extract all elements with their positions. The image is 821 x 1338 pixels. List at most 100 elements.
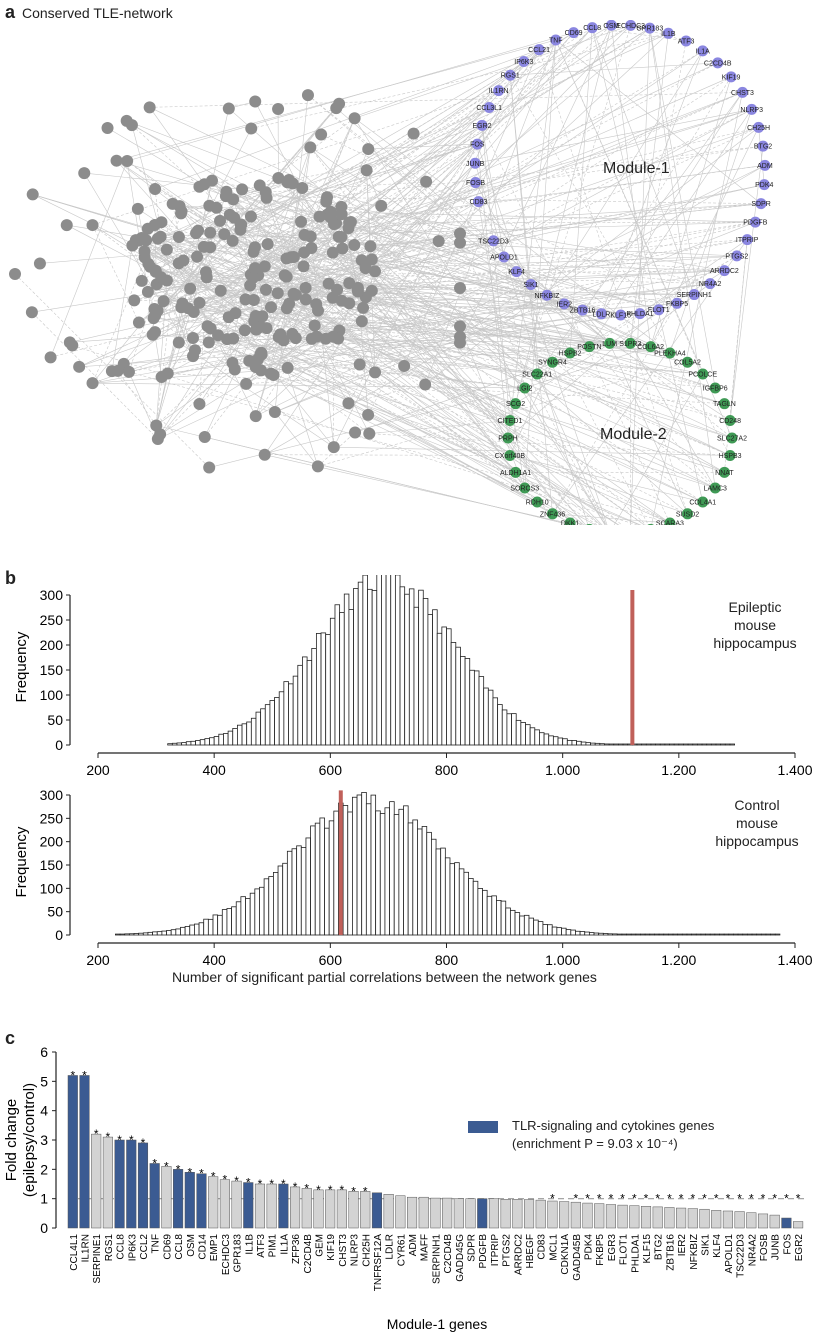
fold-change-bar xyxy=(383,1194,394,1229)
network-edge xyxy=(509,455,703,503)
network-node xyxy=(365,284,378,297)
histogram-bar xyxy=(460,656,466,746)
histogram-bar xyxy=(520,722,526,746)
network-edge xyxy=(126,160,162,378)
fold-change-bar xyxy=(371,1192,383,1229)
module-2-node xyxy=(718,466,730,478)
histogram-bar xyxy=(664,743,670,746)
network-node xyxy=(454,336,466,349)
histogram-bar xyxy=(156,931,163,936)
network-node xyxy=(212,329,225,342)
histogram-bar xyxy=(667,933,674,936)
histogram-bar xyxy=(458,868,465,936)
histogram-bar xyxy=(404,593,410,746)
significance-star: * xyxy=(94,1127,99,1141)
network-edge xyxy=(507,309,660,439)
fold-change-bar xyxy=(137,1142,149,1229)
category-label: PTGS2 xyxy=(502,1234,513,1267)
histogram-bar xyxy=(655,743,661,746)
x-axis-title: Module-1 genes xyxy=(387,1316,487,1332)
histogram-bar xyxy=(472,880,479,936)
network-node xyxy=(78,167,91,180)
network-node xyxy=(247,294,260,307)
network-edge xyxy=(253,277,688,363)
category-label: FKBP5 xyxy=(595,1234,606,1266)
significance-star: * xyxy=(784,1192,789,1206)
y-tick-label: 50 xyxy=(47,904,63,920)
histogram-bar xyxy=(692,743,698,746)
category-label: CHST3 xyxy=(338,1234,349,1267)
histogram-bar xyxy=(365,803,372,936)
significance-star: * xyxy=(304,1181,309,1195)
histogram-bar xyxy=(756,933,762,936)
network-edge xyxy=(630,343,716,489)
module-2-node xyxy=(624,337,636,349)
network-edge xyxy=(300,221,603,525)
network-node xyxy=(326,291,339,304)
histogram-bar xyxy=(557,737,564,746)
network-edge xyxy=(552,361,731,421)
module-2-node xyxy=(645,341,657,353)
module-2-node xyxy=(531,496,543,508)
network-node xyxy=(328,218,341,231)
module-2-gene-label: NNAT xyxy=(715,470,734,477)
histogram-bar xyxy=(774,933,781,936)
network-node xyxy=(122,365,135,378)
category-label: IL1RN xyxy=(80,1234,91,1262)
histogram-bar xyxy=(765,933,772,936)
fold-change-bar xyxy=(67,1075,78,1229)
module-2-node xyxy=(547,508,559,520)
network-node xyxy=(332,230,345,243)
histogram-bar xyxy=(542,924,548,936)
fold-change-bar xyxy=(91,1133,102,1229)
network-edge xyxy=(650,127,759,347)
histogram-bar xyxy=(525,724,531,746)
histogram-bar xyxy=(533,919,539,936)
network-node xyxy=(298,228,311,241)
category-label: RGS1 xyxy=(104,1234,115,1262)
fold-change-bar xyxy=(196,1173,207,1229)
fold-change-bar xyxy=(102,1136,113,1229)
module-2-gene-label: HSPB2 xyxy=(559,350,582,357)
histogram-bar xyxy=(468,878,474,936)
network-edge xyxy=(365,297,509,439)
fold-change-bar xyxy=(161,1166,172,1229)
histogram-bar xyxy=(277,865,284,936)
network-edge xyxy=(266,118,355,329)
histogram-bar xyxy=(687,743,694,746)
histogram-bar xyxy=(212,914,219,936)
significance-star: * xyxy=(340,1183,345,1197)
network-node xyxy=(140,234,153,247)
histogram-bar xyxy=(700,933,706,936)
network-node xyxy=(219,190,232,203)
histogram-bar xyxy=(241,723,248,746)
module-1-node xyxy=(753,121,765,133)
histogram-bar xyxy=(543,733,550,746)
histogram-bar xyxy=(506,713,512,746)
histogram-bar xyxy=(254,888,260,936)
network-node xyxy=(186,332,199,345)
module-1-gene-label: EGR2 xyxy=(473,123,492,130)
network-edge xyxy=(92,270,725,384)
histogram-bar xyxy=(240,896,246,936)
network-edge xyxy=(149,92,743,108)
category-label: ECHDC3 xyxy=(221,1234,232,1276)
x-tick-label: 600 xyxy=(319,952,343,965)
module-1-label: Module-1 xyxy=(603,160,670,177)
significance-star: * xyxy=(609,1192,614,1206)
module-2-node xyxy=(664,347,676,359)
network-edge xyxy=(253,221,756,301)
fold-change-bar xyxy=(208,1176,219,1229)
network-edge xyxy=(155,203,762,272)
network-edge xyxy=(481,125,671,524)
network-edge xyxy=(354,343,610,433)
module-1-node xyxy=(550,34,562,46)
fold-change-bar xyxy=(348,1191,359,1229)
network-node xyxy=(150,419,163,432)
network-edge xyxy=(255,255,737,273)
significance-star: * xyxy=(585,1192,590,1206)
histogram-bar xyxy=(594,742,601,746)
module-1-node xyxy=(525,278,537,290)
module-2-gene-label: CD248 xyxy=(719,418,741,425)
network-edge xyxy=(92,224,140,323)
